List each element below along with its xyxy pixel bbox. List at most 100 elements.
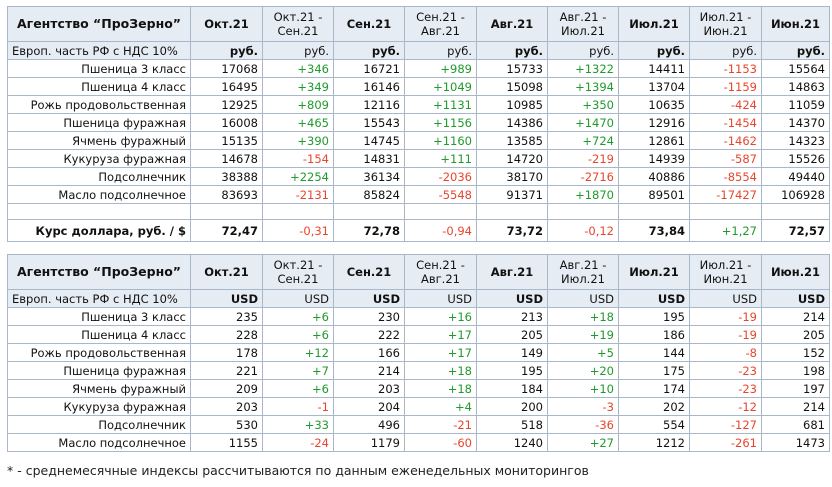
value-cell: +18 (547, 307, 619, 326)
value-cell: -8 (689, 343, 762, 362)
commodity-name: Масло подсолнечное (7, 433, 191, 452)
value-cell: 14411 (618, 59, 690, 78)
rate-value: 72,47 (190, 219, 263, 242)
unit-cell: руб. (333, 41, 405, 60)
table-row: Ячмень фуражный 209 +6 203 +18 184 +10 174 -23 19… (7, 379, 830, 398)
value-cell: 10635 (618, 95, 690, 114)
value-cell: 14386 (476, 113, 548, 132)
unit-cell: USD (404, 289, 477, 308)
empty-cell (618, 203, 690, 220)
value-cell: +349 (262, 77, 334, 96)
value-cell: +390 (262, 131, 334, 150)
commodity-name: Пшеница фуражная (7, 113, 191, 132)
value-cell: 214 (761, 397, 830, 416)
value-cell: 195 (618, 307, 690, 326)
value-cell: 195 (476, 361, 548, 380)
empty-cell (404, 203, 477, 220)
value-cell: +17 (404, 325, 477, 344)
value-cell: 14323 (761, 131, 830, 150)
table-row: Пшеница 4 класс 228 +6 222 +17 205 +19 186 -19 20… (7, 325, 830, 344)
value-cell: +465 (262, 113, 334, 132)
value-cell: 106928 (761, 185, 830, 204)
value-cell: 214 (333, 361, 405, 380)
value-cell: 16721 (333, 59, 405, 78)
value-cell: -19 (689, 325, 762, 344)
value-cell: 554 (618, 415, 690, 434)
column-header: Июн.21 (761, 6, 830, 42)
value-cell: -5548 (404, 185, 477, 204)
value-cell: +1131 (404, 95, 477, 114)
empty-cell (689, 203, 762, 220)
value-cell: 91371 (476, 185, 548, 204)
value-cell: 222 (333, 325, 405, 344)
rate-value: 73,84 (618, 219, 690, 242)
value-cell: +1049 (404, 77, 477, 96)
value-cell: 496 (333, 415, 405, 434)
rub-price-table: Агентство “ПроЗерно” Окт.21 Окт.21 - Сен.21… (7, 6, 830, 242)
value-cell: 184 (476, 379, 548, 398)
value-cell: 83693 (190, 185, 263, 204)
value-cell: +10 (547, 379, 619, 398)
value-cell: 15526 (761, 149, 830, 168)
unit-cell: руб. (761, 41, 830, 60)
value-cell: 1240 (476, 433, 548, 452)
value-cell: 12116 (333, 95, 405, 114)
value-cell: +27 (547, 433, 619, 452)
value-cell: 205 (761, 325, 830, 344)
value-cell: +1470 (547, 113, 619, 132)
value-cell: +1160 (404, 131, 477, 150)
value-cell: 14678 (190, 149, 263, 168)
unit-cell: USD (476, 289, 548, 308)
value-cell: +809 (262, 95, 334, 114)
value-cell: 15543 (333, 113, 405, 132)
unit-cell: USD (618, 289, 690, 308)
value-cell: 174 (618, 379, 690, 398)
column-header: Авг.21 (476, 254, 548, 290)
value-cell: -424 (689, 95, 762, 114)
commodity-name: Ячмень фуражный (7, 131, 191, 150)
commodity-name: Рожь продовольственная (7, 343, 191, 362)
rate-value: 72,78 (333, 219, 405, 242)
value-cell: +18 (404, 379, 477, 398)
unit-row: Европ. часть РФ с НДС 10% руб. руб. руб. руб… (7, 41, 830, 60)
agency-title: Агентство “ПроЗерно” (7, 6, 191, 42)
value-cell: 1179 (333, 433, 405, 452)
value-cell: -17427 (689, 185, 762, 204)
value-cell: 38388 (190, 167, 263, 186)
column-header: Авг.21 - Июл.21 (547, 6, 619, 42)
unit-cell: руб. (190, 41, 263, 60)
usd-price-table: Агентство “ПроЗерно” Окт.21 Окт.21 - Сен.21… (7, 254, 830, 452)
empty-cell (262, 203, 334, 220)
table-row: Рожь продовольственная 12925 +809 12116 +113… (7, 95, 830, 114)
value-cell: +989 (404, 59, 477, 78)
value-cell: 85824 (333, 185, 405, 204)
rate-value: 73,72 (476, 219, 548, 242)
value-cell: 17068 (190, 59, 263, 78)
value-cell: 200 (476, 397, 548, 416)
empty-cell (7, 203, 191, 220)
value-cell: -1462 (689, 131, 762, 150)
table-row: Пшеница 4 класс 16495 +349 16146 +1049 15098 +… (7, 77, 830, 96)
value-cell: 15098 (476, 77, 548, 96)
value-cell: 518 (476, 415, 548, 434)
value-cell: 213 (476, 307, 548, 326)
column-header: Июл.21 - Июн.21 (689, 254, 762, 290)
unit-cell: USD (333, 289, 405, 308)
spacer-row (7, 203, 830, 220)
value-cell: -127 (689, 415, 762, 434)
value-cell: 14939 (618, 149, 690, 168)
value-cell: 209 (190, 379, 263, 398)
rate-value: -0,12 (547, 219, 619, 242)
table-row: Масло подсолнечное 1155 -24 1179 -60 1240 +27 1… (7, 433, 830, 452)
value-cell: -19 (689, 307, 762, 326)
value-cell: +111 (404, 149, 477, 168)
rate-value: -0,94 (404, 219, 477, 242)
value-cell: 16146 (333, 77, 405, 96)
rate-value: -0,31 (262, 219, 334, 242)
header-row: Агентство “ПроЗерно” Окт.21 Окт.21 - Сен.21… (7, 6, 830, 42)
unit-cell: USD (190, 289, 263, 308)
column-header: Окт.21 (190, 6, 263, 42)
value-cell: +2254 (262, 167, 334, 186)
column-header: Окт.21 - Сен.21 (262, 6, 334, 42)
